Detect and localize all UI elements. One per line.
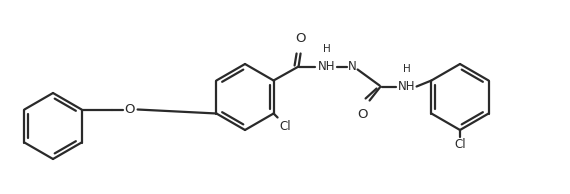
Text: O: O [295,31,306,44]
Text: N: N [348,60,357,73]
Text: NH: NH [318,60,335,73]
Text: H: H [323,43,331,54]
Text: H: H [402,63,410,74]
Text: NH: NH [398,80,416,93]
Text: O: O [357,108,368,121]
Text: Cl: Cl [454,138,466,151]
Text: Cl: Cl [279,120,291,133]
Text: O: O [124,103,135,116]
